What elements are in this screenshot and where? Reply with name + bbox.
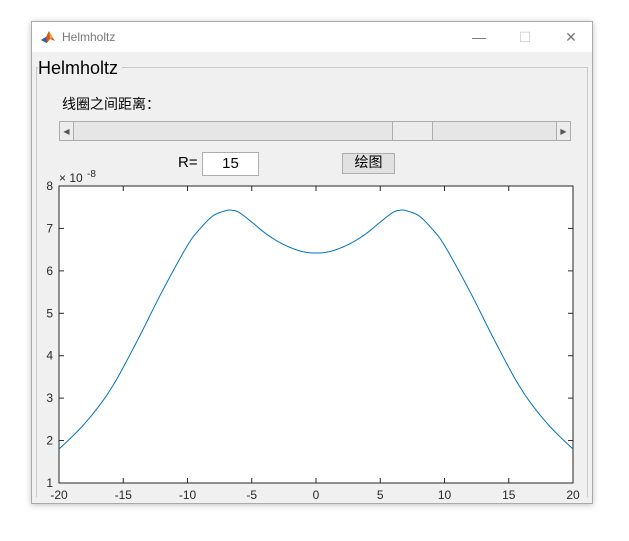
- slider-thumb[interactable]: [391, 122, 433, 140]
- x-tick-label: 5: [377, 488, 384, 502]
- close-button[interactable]: ✕: [548, 22, 594, 52]
- plot-button[interactable]: 绘图: [342, 153, 395, 174]
- y-tick-label: 5: [46, 306, 53, 320]
- minimize-icon: —: [472, 29, 486, 45]
- maximize-button[interactable]: ☐: [502, 22, 548, 52]
- slider-right-arrow-icon[interactable]: ▶: [556, 122, 570, 140]
- exponent-label: × 10: [59, 171, 83, 185]
- field-curve-line: [58, 209, 574, 450]
- exponent-power: -8: [87, 169, 96, 180]
- x-tick-label: 0: [313, 488, 320, 502]
- radius-input[interactable]: 15: [202, 152, 259, 176]
- y-tick-label: 7: [46, 221, 53, 235]
- coil-distance-label: 线圈之间距离：: [62, 97, 160, 113]
- panel-title: Helmholtz: [38, 58, 123, 78]
- y-tick-label: 4: [46, 349, 53, 363]
- window-title: Helmholtz: [62, 30, 116, 44]
- y-tick-label: 1: [46, 476, 53, 490]
- x-tick-label: -10: [179, 488, 197, 502]
- slider-left-arrow-icon[interactable]: ◀: [60, 122, 74, 140]
- maximize-icon: ☐: [518, 28, 532, 45]
- y-tick-label: 2: [46, 434, 53, 448]
- x-tick-label: 20: [566, 488, 580, 502]
- panel-frame: [36, 67, 588, 497]
- close-icon: ✕: [565, 28, 577, 45]
- x-tick-label: 15: [502, 488, 516, 502]
- y-tick-label: 8: [46, 179, 53, 193]
- plot-area: [58, 185, 574, 484]
- radius-label: R=: [178, 154, 198, 171]
- y-tick-label: 3: [46, 391, 53, 405]
- x-tick-label: -15: [115, 488, 133, 502]
- matlab-logo-icon: [40, 29, 56, 45]
- x-tick-label: -5: [246, 488, 257, 502]
- y-tick-label: 6: [46, 264, 53, 278]
- x-tick-label: -20: [50, 488, 68, 502]
- coil-distance-slider[interactable]: ◀ ▶: [59, 121, 571, 141]
- title-bar[interactable]: Helmholtz — ☐ ✕: [32, 22, 592, 52]
- x-tick-label: 10: [438, 488, 452, 502]
- minimize-button[interactable]: —: [456, 22, 502, 52]
